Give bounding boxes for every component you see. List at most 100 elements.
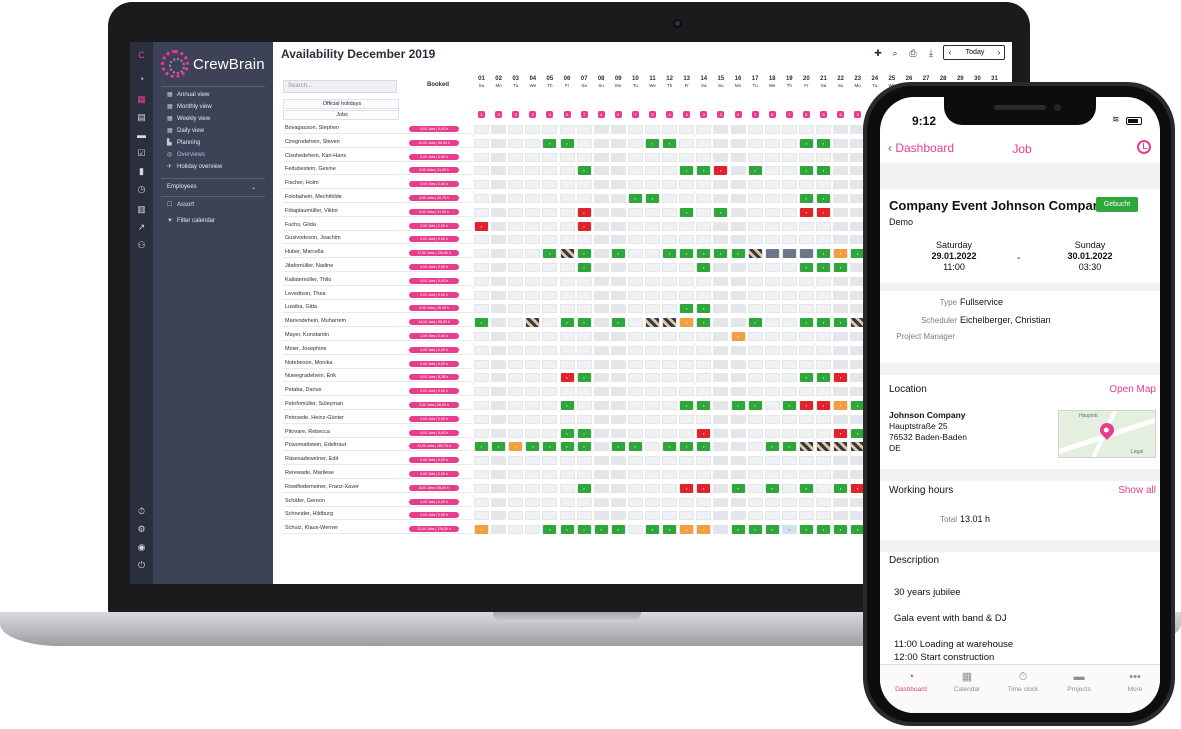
day-cell[interactable] — [679, 456, 695, 466]
day-cell[interactable] — [833, 235, 849, 245]
day-cell[interactable] — [764, 345, 780, 355]
day-cell[interactable] — [610, 304, 626, 314]
day-cell[interactable] — [798, 414, 814, 424]
day-cell[interactable] — [593, 428, 609, 438]
day-cell[interactable] — [764, 456, 780, 466]
day-cell[interactable] — [679, 152, 695, 162]
clock-icon[interactable]: ◷ — [137, 184, 146, 194]
day-cell[interactable] — [474, 345, 489, 355]
booked-job-cell[interactable]: ▪ — [628, 442, 642, 452]
day-cell[interactable] — [730, 194, 746, 203]
day-cell[interactable] — [508, 387, 524, 397]
day-cell[interactable] — [781, 318, 797, 328]
day-cell[interactable] — [610, 166, 626, 176]
day-cell[interactable] — [508, 345, 524, 355]
day-cell[interactable] — [833, 166, 849, 176]
day-cell[interactable] — [645, 359, 660, 369]
day-cell[interactable] — [593, 180, 609, 190]
day-cell[interactable] — [662, 401, 678, 410]
day-cell[interactable] — [662, 345, 678, 355]
booked-job-cell[interactable]: ▪ — [560, 428, 574, 438]
jobs-count-badge[interactable]: 6 — [563, 111, 571, 118]
conflict-cell[interactable]: ▪ — [560, 373, 574, 383]
jobs-count-badge[interactable]: 6 — [614, 111, 622, 118]
day-cell[interactable] — [679, 497, 695, 507]
booked-job-cell[interactable]: ▪ — [782, 401, 796, 410]
booked-job-cell[interactable]: ▪ — [834, 263, 848, 272]
day-cell[interactable] — [542, 401, 558, 410]
day-cell[interactable] — [798, 152, 814, 162]
day-cell[interactable] — [798, 345, 814, 355]
day-cell[interactable] — [610, 345, 626, 355]
day-cell[interactable] — [474, 332, 489, 341]
day-cell[interactable] — [593, 332, 609, 341]
day-cell[interactable] — [627, 318, 643, 328]
day-cell[interactable] — [491, 414, 507, 424]
day-cell[interactable] — [713, 125, 729, 134]
day-cell[interactable] — [833, 414, 849, 424]
booked-job-cell[interactable]: ▪ — [611, 442, 625, 452]
day-cell[interactable] — [730, 221, 746, 231]
day-cell[interactable] — [816, 152, 831, 162]
day-cell[interactable] — [781, 359, 797, 369]
jobs-count-badge[interactable]: 4 — [546, 111, 554, 118]
day-cell[interactable] — [508, 332, 524, 341]
day-cell[interactable] — [542, 332, 558, 341]
day-cell[interactable] — [559, 290, 575, 300]
day-cell[interactable] — [781, 483, 797, 493]
optioned-cell[interactable]: ▪ — [834, 249, 848, 259]
profile-icon[interactable]: ◉ — [137, 542, 146, 552]
day-cell[interactable] — [662, 387, 678, 397]
day-cell[interactable] — [645, 428, 660, 438]
day-cell[interactable] — [491, 235, 507, 245]
day-cell[interactable] — [713, 276, 729, 286]
day-cell[interactable] — [816, 387, 831, 397]
day-cell[interactable] — [747, 359, 763, 369]
booked-job-cell[interactable]: ▪ — [611, 525, 625, 535]
nav-item-overviews[interactable]: ◎ Overviews — [167, 150, 205, 160]
blocked-cell[interactable] — [782, 249, 796, 259]
day-cell[interactable] — [764, 138, 780, 148]
day-cell[interactable] — [627, 207, 643, 217]
day-cell[interactable] — [747, 345, 763, 355]
day-cell[interactable] — [593, 511, 609, 521]
day-cell[interactable] — [679, 138, 695, 148]
booked-job-cell[interactable]: ▪ — [731, 401, 745, 410]
day-cell[interactable] — [747, 152, 763, 162]
day-cell[interactable] — [730, 345, 746, 355]
day-cell[interactable] — [525, 497, 541, 507]
day-cell[interactable] — [798, 511, 814, 521]
day-cell[interactable] — [508, 511, 524, 521]
day-cell[interactable] — [610, 263, 626, 272]
day-cell[interactable] — [593, 401, 609, 410]
prev-button[interactable]: ‹ — [948, 48, 952, 57]
day-cell[interactable] — [559, 332, 575, 341]
day-cell[interactable] — [764, 304, 780, 314]
day-cell[interactable] — [508, 359, 524, 369]
conflict-cell[interactable]: ▪ — [799, 401, 813, 410]
employee-name[interactable]: Schulz, Klaus-Werner — [283, 523, 399, 535]
day-cell[interactable] — [696, 207, 712, 217]
day-cell[interactable] — [627, 359, 643, 369]
day-cell[interactable] — [833, 345, 849, 355]
day-cell[interactable] — [559, 276, 575, 286]
day-cell[interactable] — [816, 483, 831, 493]
day-cell[interactable] — [679, 290, 695, 300]
employee-name[interactable]: Fischer, Holm — [283, 178, 399, 190]
day-cell[interactable] — [508, 276, 524, 286]
booked-job-cell[interactable]: ▪ — [782, 442, 796, 452]
day-cell[interactable] — [747, 276, 763, 286]
day-cell[interactable] — [713, 456, 729, 466]
day-cell[interactable] — [576, 152, 592, 162]
day-cell[interactable] — [764, 235, 780, 245]
day-cell[interactable] — [730, 359, 746, 369]
employee-name[interactable]: Folobahein, Mechthilde — [283, 192, 399, 203]
day-cell[interactable] — [781, 290, 797, 300]
jobs-count-badge[interactable]: 4 — [666, 111, 674, 118]
day-cell[interactable] — [508, 428, 524, 438]
booked-job-cell[interactable]: ▪ — [697, 166, 711, 176]
day-cell[interactable] — [781, 428, 797, 438]
day-cell[interactable] — [593, 304, 609, 314]
day-cell[interactable] — [593, 345, 609, 355]
day-cell[interactable] — [730, 166, 746, 176]
